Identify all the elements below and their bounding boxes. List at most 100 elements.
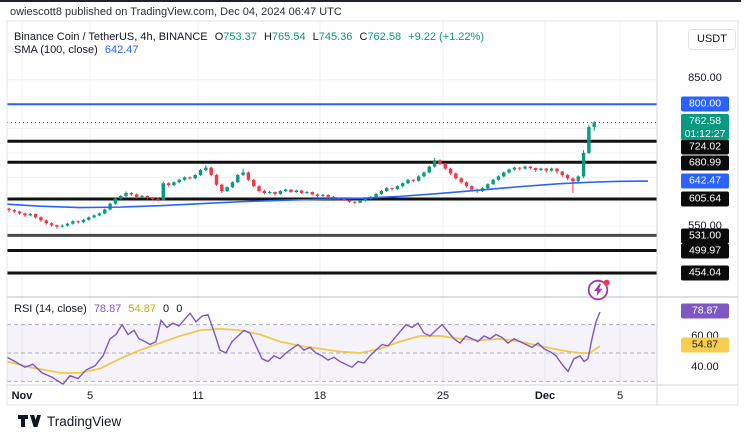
candle-body [150, 197, 155, 199]
candle-body [374, 193, 378, 197]
candle-body [464, 182, 469, 187]
candle-body [156, 198, 160, 200]
candle-body [113, 198, 118, 204]
candle-body [182, 177, 187, 180]
symbol-title: Binance Coin / TetherUS, 4h, BINANCE [14, 31, 208, 43]
attribution-text: owiescott8 published on TradingView.com,… [10, 6, 342, 18]
rsi-value-badge: 54.87 [681, 337, 729, 353]
candle-body [252, 179, 256, 187]
candle-body [491, 179, 495, 185]
candle-body [225, 187, 229, 192]
tradingview-logo[interactable]: TradingView [17, 414, 121, 429]
price-level-badge: 531.00 [681, 228, 729, 244]
candle-body [97, 213, 102, 216]
candle-body [502, 172, 506, 177]
rsi-label: RSI (14, close) [14, 303, 87, 315]
candle-body [507, 169, 511, 173]
rsi-value: 78.87 [93, 303, 122, 315]
candle-body [326, 194, 330, 197]
candle-body [459, 178, 463, 183]
candle-body [283, 189, 288, 192]
candle-body [60, 225, 64, 227]
candle-body [145, 195, 150, 198]
candle-countdown: 01:12:27 [684, 128, 726, 140]
candle-body [353, 201, 357, 203]
tradingview-wordmark: TradingView [47, 414, 122, 429]
rsi-line [6, 311, 601, 386]
candle-body [134, 194, 139, 197]
candle-body [347, 200, 352, 202]
candle-body [241, 172, 245, 175]
candle-body [438, 160, 442, 164]
candle-body [385, 188, 389, 192]
candle-body [55, 225, 59, 227]
candle-body [119, 195, 123, 199]
sma-legend[interactable]: SMA (100, close) 642.47 [14, 44, 138, 56]
candle-body [363, 198, 368, 201]
candle-body [204, 167, 208, 171]
time-axis-label: 18 [313, 390, 327, 402]
price-level-badge: 642.47 [681, 173, 729, 189]
candle-body [571, 178, 575, 182]
candle-body [81, 219, 86, 223]
price-level-badge: 454.04 [681, 265, 729, 281]
high-label: H [263, 31, 272, 43]
price-level-badge: 680.99 [681, 155, 729, 171]
candle-body [411, 179, 416, 181]
last-price-badge: 762.58 01:12:27 [681, 114, 729, 140]
candle-body [236, 174, 240, 183]
candle-body [129, 192, 134, 195]
candle-body [555, 168, 559, 172]
currency-unit-button[interactable]: USDT [688, 29, 736, 50]
rsi-extra-value-2: 0 [176, 303, 183, 315]
time-axis-label: 5 [616, 390, 624, 402]
candle-body [23, 213, 27, 216]
flash-alert-icon[interactable] [586, 277, 612, 303]
candle-body [539, 168, 543, 171]
candle-body [220, 184, 224, 192]
candle-body [379, 191, 384, 194]
candle-body [193, 174, 197, 179]
candle-body [533, 168, 538, 171]
candle-body [448, 168, 453, 174]
candle-body [544, 168, 549, 171]
price-level-badge: 499.97 [681, 243, 729, 259]
candle-body [92, 215, 96, 218]
candle-body [305, 191, 309, 193]
lightning-bolt-icon [594, 283, 603, 297]
candle-body [587, 127, 591, 153]
candle-body [390, 188, 394, 190]
candle-body [124, 192, 128, 196]
sma-value: 642.47 [104, 44, 139, 56]
candle-body [273, 191, 277, 194]
candle-body [416, 176, 421, 181]
notification-dot [603, 279, 610, 286]
candle-body [267, 191, 272, 193]
symbol-legend[interactable]: Binance Coin / TetherUS, 4h, BINANCE O75… [14, 31, 484, 43]
candle-body [262, 191, 267, 193]
price-tick-label: 850.00 [688, 72, 722, 84]
candle-body [289, 189, 293, 192]
candle-body [7, 208, 11, 211]
candle-body [17, 211, 22, 214]
candle-body [294, 190, 298, 192]
candle-body [528, 166, 533, 169]
candle-body [44, 220, 48, 224]
candle-body [65, 223, 70, 226]
low-value: 745.36 [318, 31, 353, 43]
candle-body [87, 217, 91, 220]
candle-body [427, 166, 431, 173]
close-label: C [359, 31, 368, 43]
price-level-badge: 724.02 [681, 139, 729, 155]
candle-body [39, 217, 43, 221]
rsi-ma-value: 54.87 [128, 303, 156, 315]
candle-body [28, 213, 32, 216]
time-axis-label: 25 [436, 390, 450, 402]
candle-body [470, 186, 474, 190]
candle-body [172, 182, 176, 186]
rsi-legend[interactable]: RSI (14, close) 78.87 54.87 0 0 [14, 303, 182, 315]
low-label: L [312, 31, 319, 43]
candle-body [432, 160, 437, 167]
